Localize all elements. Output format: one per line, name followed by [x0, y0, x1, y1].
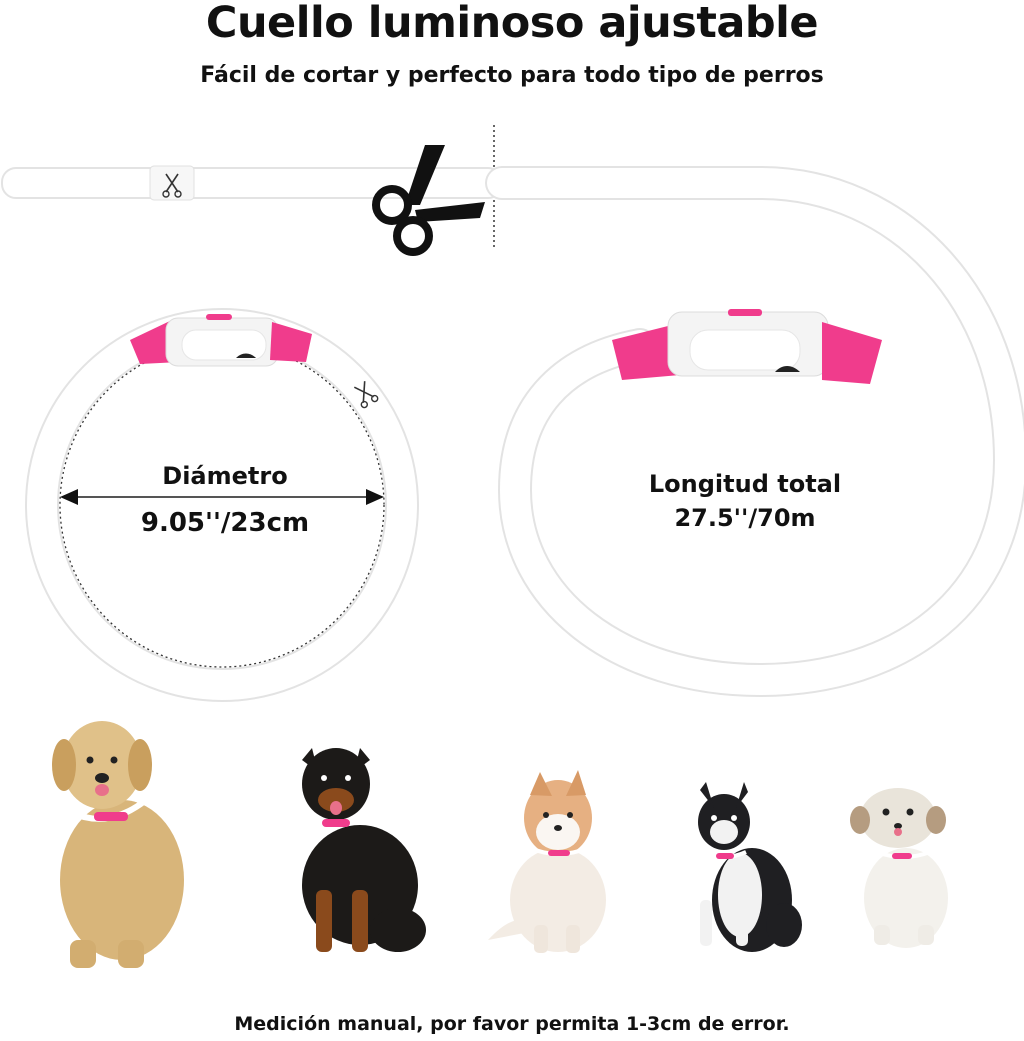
long-tube [485, 166, 1024, 698]
straight-tube [1, 165, 503, 201]
diameter-arrow [60, 489, 384, 505]
page-title: Cuello luminoso ajustable [205, 0, 819, 48]
length-value: 27.5''/70m [674, 504, 816, 532]
dog-pomeranian [488, 770, 606, 953]
diameter-value: 9.05''/23cm [140, 508, 310, 538]
right-connector [612, 309, 882, 384]
left-ring [25, 308, 419, 702]
dog-boston-terrier [698, 782, 802, 952]
diameter-label: Diámetro [162, 462, 288, 490]
small-scissors-icon [162, 173, 182, 198]
dog-golden-retriever [52, 721, 184, 968]
length-label: Longitud total [648, 470, 842, 498]
dog-shih-tzu [850, 788, 948, 948]
ring-scissors-icon [353, 381, 379, 409]
measurement-note: Medición manual, por favor permita 1-3cm… [234, 1013, 790, 1035]
page-subtitle: Fácil de cortar y perfecto para todo tip… [200, 63, 824, 88]
scissors-icon [372, 145, 485, 256]
dog-rottweiler [302, 748, 426, 952]
left-connector [130, 314, 312, 367]
